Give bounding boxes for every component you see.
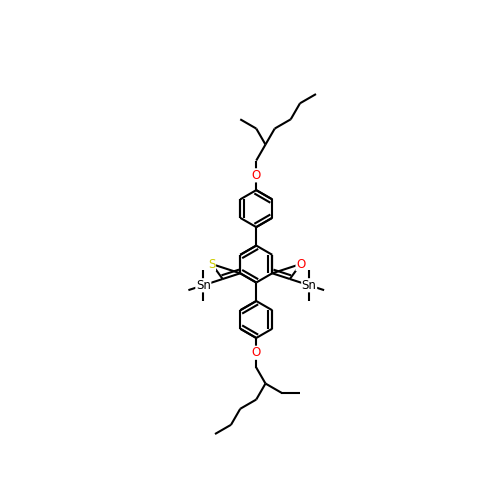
Text: O: O bbox=[252, 169, 261, 182]
Text: O: O bbox=[296, 258, 306, 270]
Text: S: S bbox=[208, 258, 216, 270]
Text: Sn: Sn bbox=[302, 279, 316, 292]
Text: O: O bbox=[252, 346, 261, 360]
Text: Sn: Sn bbox=[196, 279, 211, 292]
